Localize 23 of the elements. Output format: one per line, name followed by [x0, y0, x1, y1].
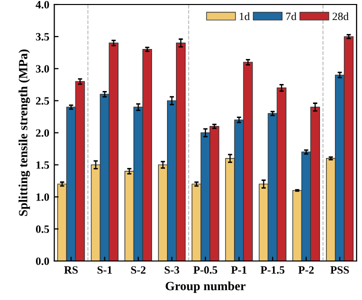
legend-label: 7d	[286, 12, 296, 20]
y-axis-title: Splitting tensile strength (MPa)	[18, 50, 30, 216]
x-tick-label: P-2	[298, 266, 314, 274]
y-tick-label: 0.5	[36, 225, 50, 233]
x-tick-label: P-1	[231, 266, 246, 274]
x-tick-label: RS	[64, 266, 78, 274]
x-tick-label: P-1.5	[260, 266, 284, 274]
y-tick-label: 2.0	[36, 129, 50, 137]
x-tick-label: S-2	[131, 266, 146, 274]
y-tick-label: 2.5	[36, 97, 50, 105]
y-tick-label: 4.0	[36, 0, 50, 9]
x-tick-label: PSS	[330, 266, 349, 274]
x-axis-title: Group number	[166, 281, 246, 293]
y-tick-label: 3.5	[36, 33, 50, 41]
legend-label: 1d	[240, 12, 250, 20]
y-tick-label: 0.0	[36, 257, 50, 266]
y-tick-label: 1.5	[36, 161, 50, 169]
y-tick-label: 1.0	[36, 193, 50, 201]
y-tick-label: 3.0	[36, 65, 50, 73]
x-tick-label: P-0.5	[193, 266, 218, 274]
x-tick-label: S-3	[164, 266, 180, 274]
x-tick-label: S-1	[98, 266, 112, 274]
legend-label: 28d	[332, 12, 349, 20]
